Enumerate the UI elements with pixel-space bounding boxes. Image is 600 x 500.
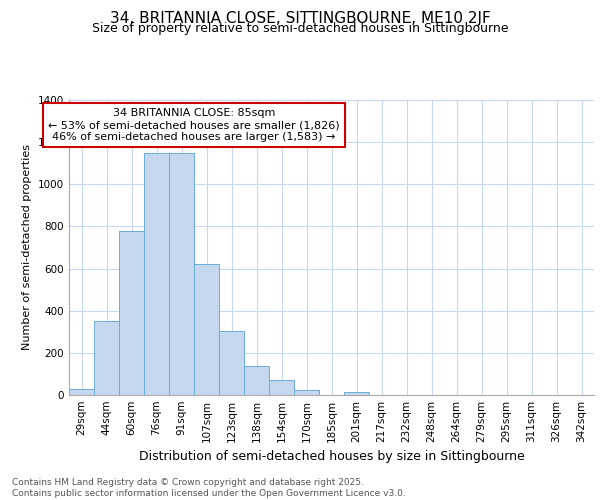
Bar [94, 322, 119, 395]
Bar [169, 152, 194, 395]
Bar [119, 230, 144, 395]
Bar [294, 390, 319, 395]
Y-axis label: Number of semi-detached properties: Number of semi-detached properties [22, 144, 32, 350]
Text: 34, BRITANNIA CLOSE, SITTINGBOURNE, ME10 2JF: 34, BRITANNIA CLOSE, SITTINGBOURNE, ME10… [110, 11, 490, 26]
X-axis label: Distribution of semi-detached houses by size in Sittingbourne: Distribution of semi-detached houses by … [139, 450, 524, 464]
Bar [219, 330, 244, 395]
Bar [194, 264, 219, 395]
Text: Contains HM Land Registry data © Crown copyright and database right 2025.
Contai: Contains HM Land Registry data © Crown c… [12, 478, 406, 498]
Bar [344, 392, 369, 395]
Text: 34 BRITANNIA CLOSE: 85sqm
← 53% of semi-detached houses are smaller (1,826)
46% : 34 BRITANNIA CLOSE: 85sqm ← 53% of semi-… [48, 108, 340, 142]
Bar [269, 380, 294, 395]
Text: Size of property relative to semi-detached houses in Sittingbourne: Size of property relative to semi-detach… [92, 22, 508, 35]
Bar [244, 366, 269, 395]
Bar [144, 152, 169, 395]
Bar [69, 388, 94, 395]
